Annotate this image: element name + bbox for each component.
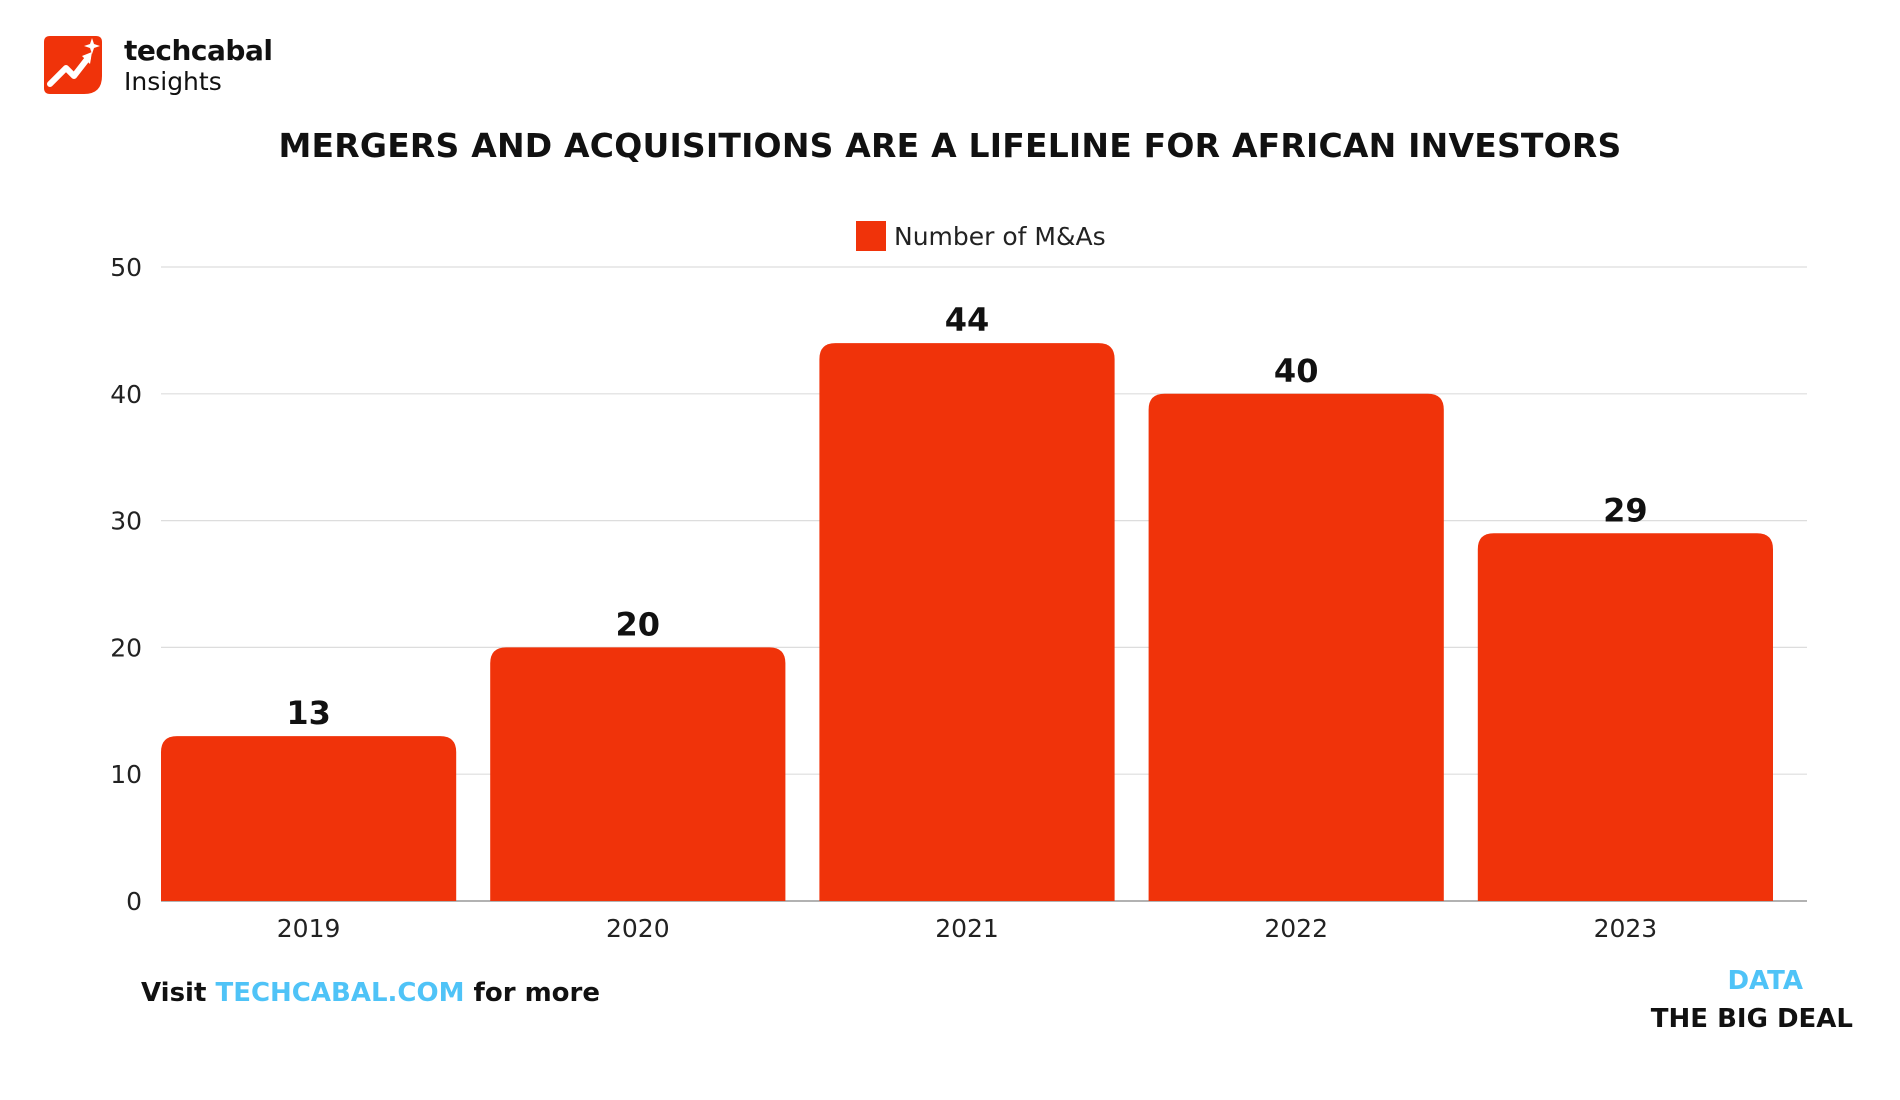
x-tick-label: 2020 [606,914,670,943]
y-tick-label: 40 [110,380,142,409]
y-tick-label: 30 [110,507,142,536]
x-tick-label: 2023 [1594,914,1658,943]
y-tick-label: 0 [126,887,142,916]
footer-series-name: THE BIG DEAL [1650,1004,1853,1034]
bar-2022 [1148,393,1444,901]
bar-2023 [1477,533,1773,901]
data-label: 29 [1603,491,1648,529]
footer-data-tag: DATA [1727,966,1803,996]
chart-title: MERGERS AND ACQUISITIONS ARE A LIFELINE … [278,126,1622,165]
footer-visit: Visit TECHCABAL.COM for more [141,978,600,1008]
trend-arrow-sparkle-icon [44,36,102,94]
data-label: 44 [945,301,990,339]
legend-label: Number of M&As [894,222,1106,251]
footer-series-tag: DATA THE BIG DEAL [1651,962,1853,1038]
brand-name: techcabal [124,33,273,67]
brand-logo[interactable]: techcabal Insights [42,33,273,96]
x-tick-label: 2021 [935,914,999,943]
bar-2021 [819,343,1115,902]
y-tick-label: 50 [110,253,142,282]
x-tick-label: 2022 [1264,914,1328,943]
y-tick-label: 10 [110,760,142,789]
brand-subtitle: Insights [124,66,222,96]
footer-website-link[interactable]: TECHCABAL.COM [215,978,465,1008]
data-label: 13 [286,694,331,732]
y-tick-label: 20 [110,633,142,662]
footer-visit-prefix: Visit [141,978,207,1008]
legend-swatch [856,221,886,251]
x-tick-label: 2019 [277,914,341,943]
footer-visit-suffix: for more [473,978,600,1008]
bar-2019 [161,736,457,901]
bar-2020 [490,647,786,901]
data-label: 40 [1274,352,1319,390]
data-label: 20 [616,605,661,643]
